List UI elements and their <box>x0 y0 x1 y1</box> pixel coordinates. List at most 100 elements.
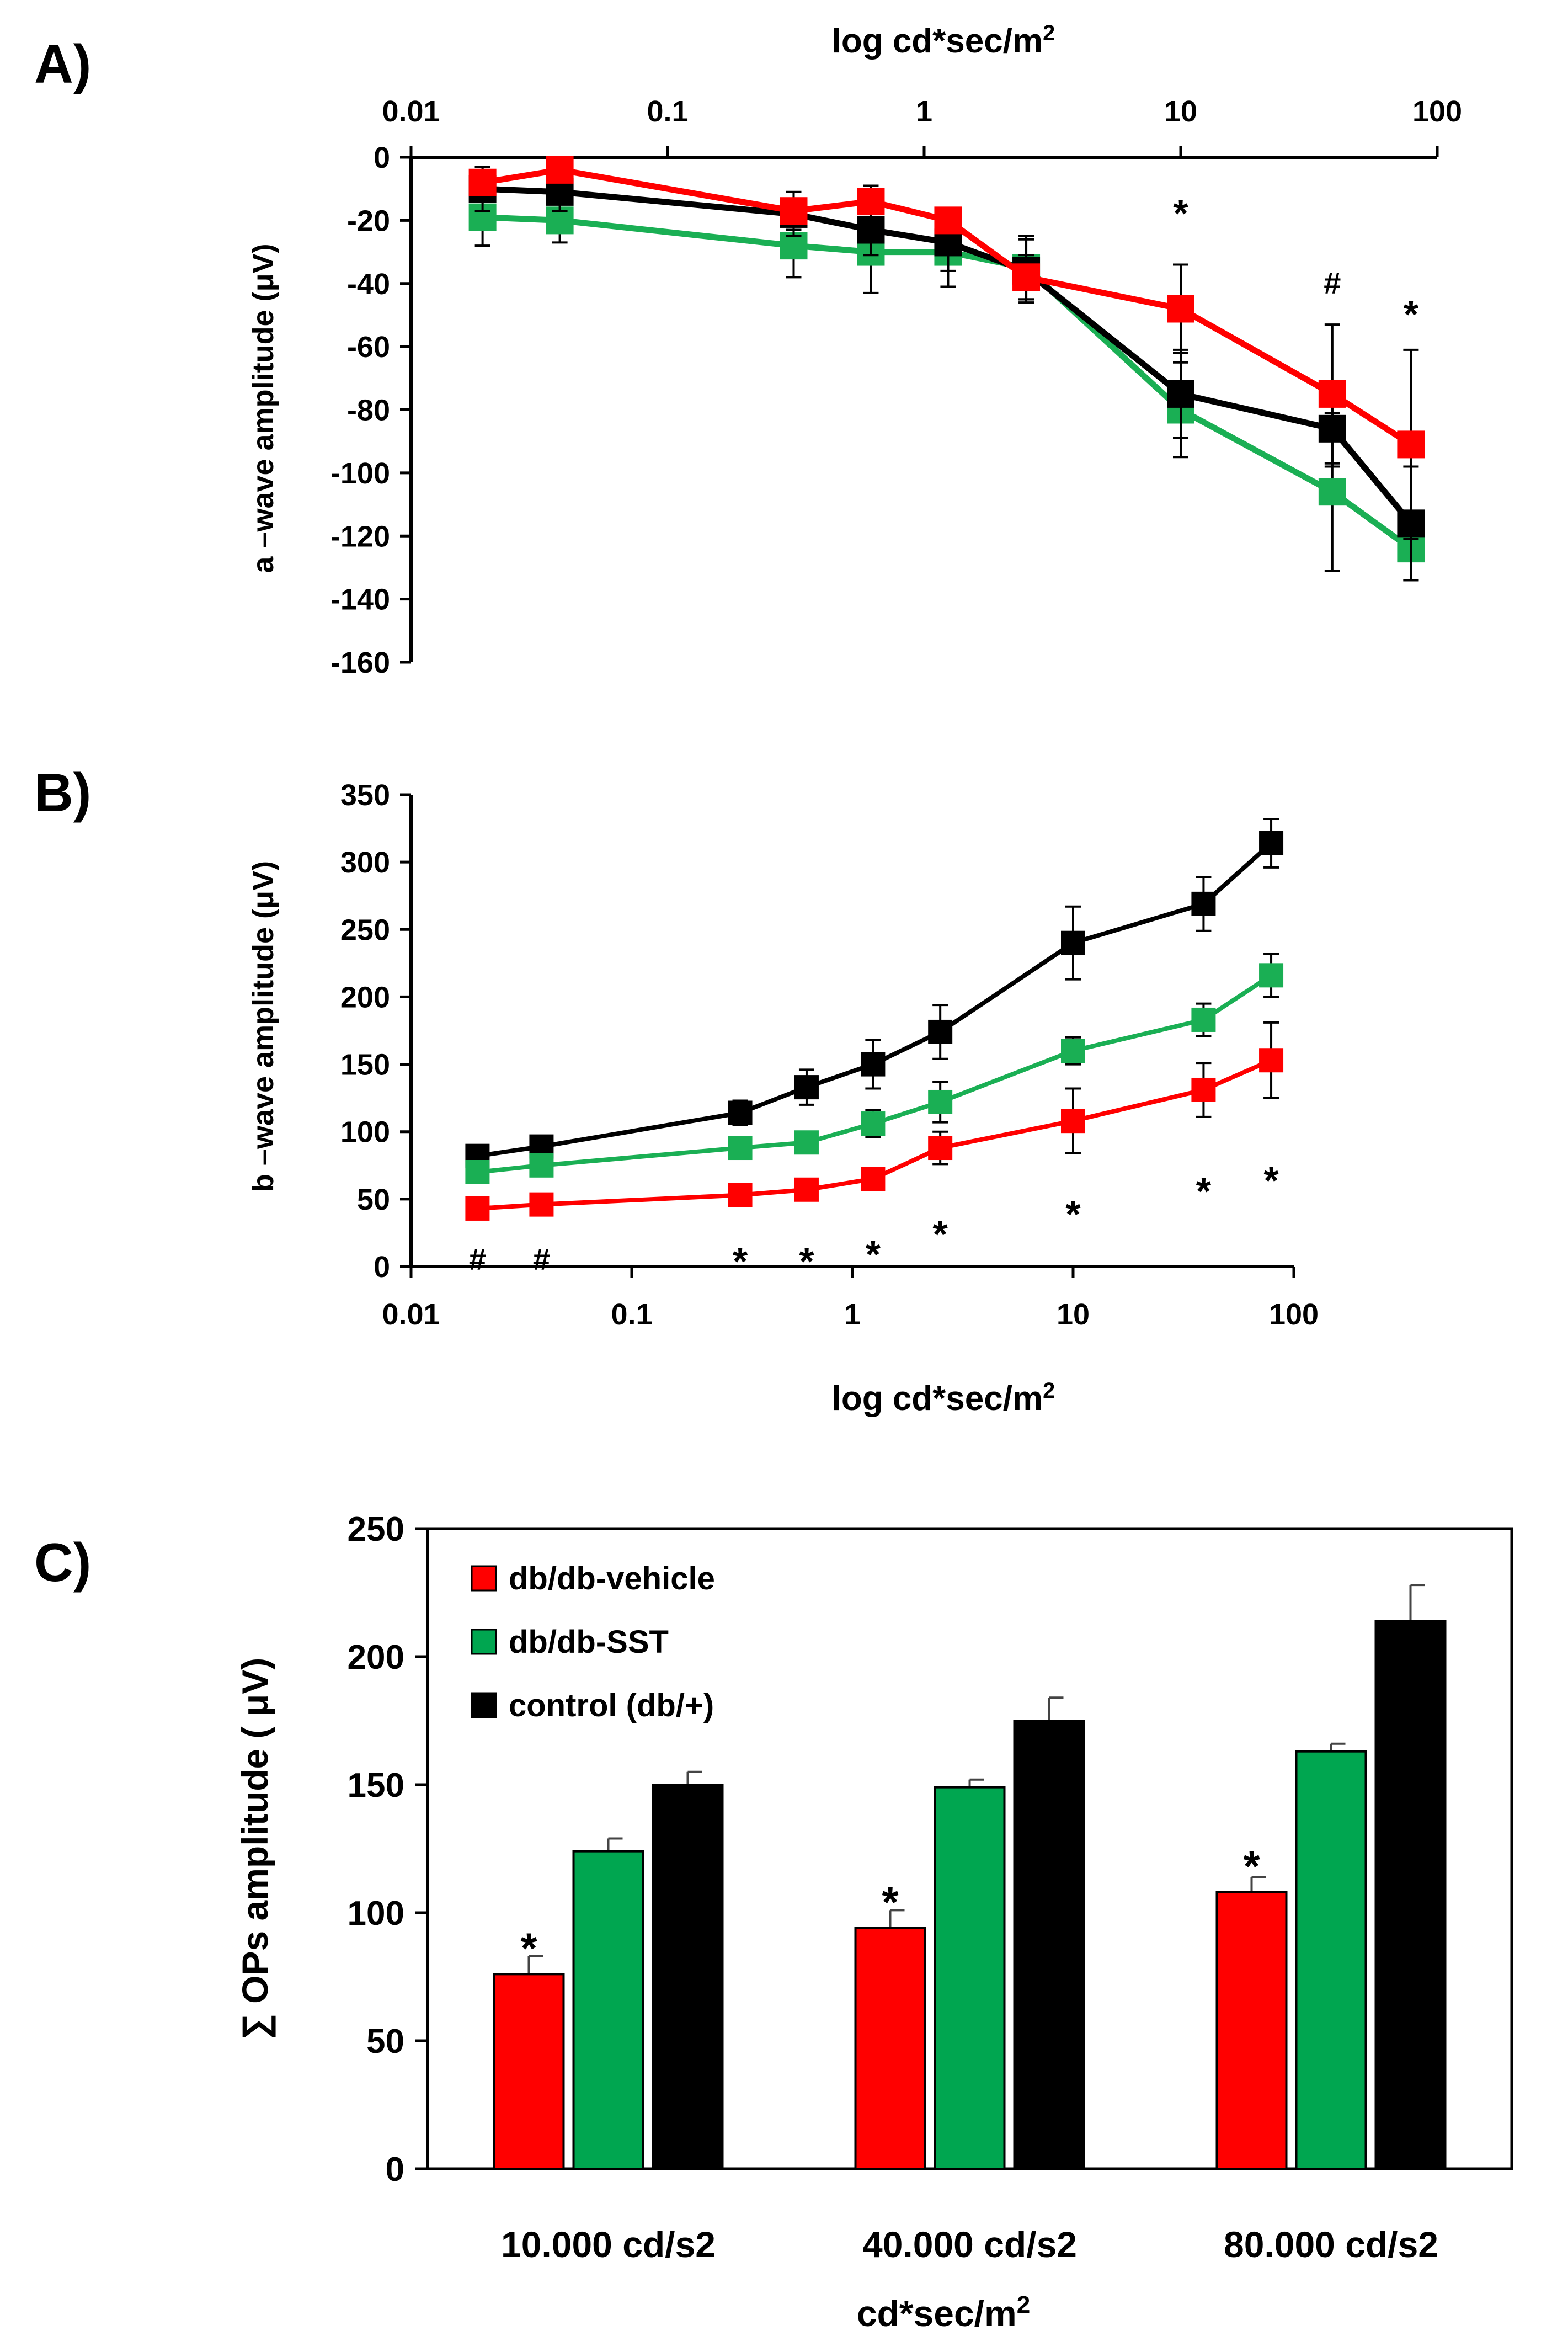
y-tick-label: -160 <box>330 646 390 679</box>
data-point <box>1318 380 1346 408</box>
panel-c-bars <box>493 1584 1447 2170</box>
data-point <box>1259 831 1284 855</box>
legend-swatch <box>471 1629 497 1655</box>
y-tick-label: 150 <box>348 1766 404 1805</box>
data-point <box>1012 263 1041 291</box>
y-tick-label: 150 <box>340 1049 390 1082</box>
significance-marker: * <box>733 1239 748 1283</box>
significance-marker: * <box>1196 1169 1212 1212</box>
series-db-db-sst <box>465 953 1284 1184</box>
significance-marker: * <box>882 1878 899 1927</box>
data-point <box>546 156 574 184</box>
panel-a-series <box>468 156 1425 582</box>
data-point <box>857 216 885 244</box>
y-tick-label: 0 <box>386 2151 404 2189</box>
significance-marker: * <box>933 1213 948 1256</box>
y-tick-label: -40 <box>347 268 390 301</box>
significance-marker: * <box>866 1233 881 1276</box>
significance-marker: * <box>1263 1159 1279 1202</box>
data-point <box>861 1052 886 1077</box>
bar <box>1215 1891 1288 2170</box>
y-tick-label: 200 <box>340 981 390 1014</box>
panel-a-label: A) <box>34 34 91 94</box>
panel-a-y-axis-title: a –wave amplitude (μV) <box>247 243 280 573</box>
data-point <box>794 1177 819 1202</box>
bar <box>1374 1620 1447 2170</box>
y-tick-label: 300 <box>340 846 390 879</box>
data-point <box>794 1075 819 1100</box>
y-tick-label: -80 <box>347 394 390 427</box>
data-point <box>861 1111 886 1136</box>
significance-marker: * <box>520 1924 537 1972</box>
data-point <box>529 1192 554 1217</box>
data-point <box>928 1089 953 1114</box>
legend-swatch <box>471 1692 497 1718</box>
data-point <box>1167 295 1194 323</box>
legend-swatch <box>471 1565 497 1592</box>
significance-marker: # <box>469 1242 486 1276</box>
data-point <box>934 206 962 235</box>
significance-marker: # <box>533 1242 550 1276</box>
y-tick-label: -20 <box>347 204 390 237</box>
panel-c: C) cd*sec/m2 ∑ OPs amplitude ( μV) 0 50 10… <box>34 1510 1513 2334</box>
data-point <box>780 197 808 225</box>
data-point <box>861 1167 886 1191</box>
panel-c-x-axis-title: cd*sec/m2 <box>857 2291 1030 2334</box>
legend-label: control (db/+) <box>509 1688 714 1723</box>
panel-b-series <box>465 817 1284 1221</box>
panel-a: A) log cd*sec/m2 a –wave amplitude (μV) … <box>34 21 1462 679</box>
panel-a-x-ticks: 0.01 0.1 1 10 100 <box>382 95 1462 157</box>
y-tick-label: -60 <box>347 331 390 364</box>
panel-b: B) log cd*sec/m2 b –wave amplitude (μV) … <box>34 762 1319 1418</box>
significance-marker: * <box>1173 192 1188 235</box>
y-tick-label: 0 <box>374 141 390 174</box>
panel-c-category-labels: 10.000 cd/s2 40.000 cd/s2 80.000 cd/s2 <box>501 2224 1438 2265</box>
bar <box>572 1850 644 2170</box>
panel-c-y-axis-title: ∑ OPs amplitude ( μV) <box>234 1658 276 2040</box>
data-point <box>1191 891 1216 916</box>
legend-label: db/db-vehicle <box>509 1561 715 1597</box>
bar <box>1295 1750 1367 2170</box>
panel-c-annotations: * * * <box>520 1842 1260 1972</box>
data-point <box>857 188 885 216</box>
bar <box>934 1786 1006 2170</box>
x-tick-label: 1 <box>916 95 932 128</box>
data-point <box>728 1100 753 1125</box>
panel-a-x-axis-title: log cd*sec/m2 <box>832 21 1055 60</box>
data-point <box>1191 1077 1216 1102</box>
panel-c-y-ticks: 0 50 100 150 200 250 <box>348 1510 428 2189</box>
y-tick-label: 250 <box>340 913 390 946</box>
category-label: 10.000 cd/s2 <box>501 2224 716 2265</box>
y-tick-label: 350 <box>340 779 390 812</box>
significance-marker: * <box>1065 1193 1081 1236</box>
data-point <box>1259 963 1284 988</box>
series-db-db-vehicle <box>468 156 1425 540</box>
panel-b-y-ticks: 0 50 100 150 200 250 300 350 <box>340 779 411 1284</box>
panel-a-annotations: * # * <box>1173 192 1418 336</box>
data-point <box>1318 478 1346 506</box>
category-label: 40.000 cd/s2 <box>862 2224 1077 2265</box>
data-point <box>1397 430 1425 459</box>
panel-c-label: C) <box>34 1532 91 1593</box>
x-tick-label: 10 <box>1057 1298 1090 1331</box>
bar <box>1013 1720 1085 2170</box>
data-point <box>794 1130 819 1155</box>
series-db-db-vehicle <box>465 1021 1284 1221</box>
x-tick-label: 100 <box>1269 1298 1319 1331</box>
data-point <box>465 1160 490 1184</box>
significance-marker: # <box>1324 265 1341 300</box>
significance-marker: * <box>1404 293 1419 336</box>
data-point <box>468 168 497 196</box>
x-tick-label: 10 <box>1164 95 1197 128</box>
y-tick-label: 100 <box>340 1116 390 1149</box>
significance-marker: * <box>1243 1842 1260 1891</box>
x-tick-label: 0.01 <box>382 95 440 128</box>
data-point <box>1259 1048 1284 1073</box>
data-point <box>928 1136 953 1161</box>
data-point <box>1061 1109 1085 1134</box>
panel-b-x-ticks: 0.01 0.1 1 10 100 <box>382 1267 1319 1331</box>
panel-b-y-axis-title: b –wave amplitude (μV) <box>247 861 280 1192</box>
data-point <box>1061 930 1085 955</box>
y-tick-label: -140 <box>330 583 390 616</box>
bar <box>854 1927 926 2170</box>
